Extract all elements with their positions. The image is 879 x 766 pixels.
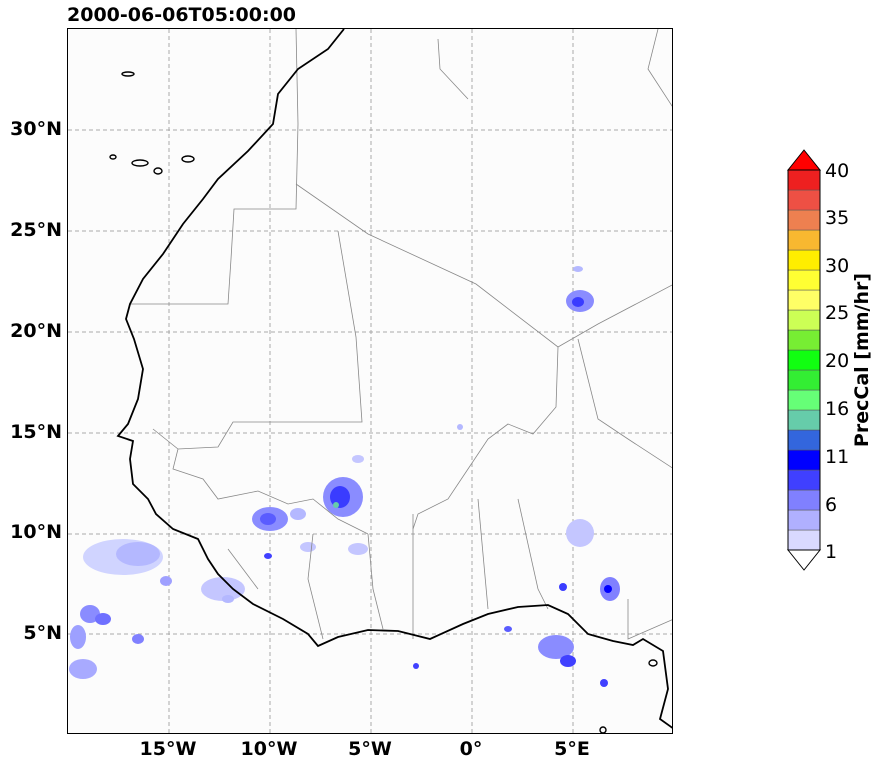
colorbar-band — [787, 209, 821, 231]
precipitation-areas — [69, 266, 620, 687]
colorbar-tick-label: 40 — [825, 160, 850, 182]
colorbar-band — [787, 429, 821, 451]
colorbar-title: PrecCal [mm/hr] — [851, 272, 873, 448]
lon-label-10w: 10°W — [240, 738, 298, 760]
colorbar-band — [787, 529, 821, 551]
precip-cell — [260, 513, 276, 525]
colorbar-tick-label: 35 — [825, 207, 850, 229]
precip-cell — [604, 585, 612, 593]
country-borders — [130, 29, 672, 640]
precip-cell — [95, 613, 111, 625]
precip-cell — [330, 486, 350, 508]
precip-cell — [222, 595, 234, 603]
precip-cell — [333, 502, 339, 508]
colorbar-band — [787, 389, 821, 411]
lat-label-5n: 5°N — [23, 622, 62, 644]
map-title: 2000-06-06T05:00:00 — [67, 4, 297, 26]
colorbar-band — [787, 269, 821, 291]
precip-cell — [572, 297, 584, 307]
precip-cell — [560, 655, 576, 667]
colorbar-band — [787, 489, 821, 511]
colorbar-tick-label: 6 — [825, 494, 838, 516]
lon-label-15w: 15°W — [139, 738, 197, 760]
map-canvas — [68, 29, 672, 733]
colorbar-band — [787, 229, 821, 251]
precip-cell — [80, 605, 100, 623]
precip-cell — [160, 576, 172, 586]
colorbar-band — [787, 249, 821, 271]
colorbar-tick-label: 11 — [825, 446, 850, 468]
colorbar-outline — [787, 169, 821, 551]
lon-label-5e: 5°E — [554, 738, 590, 760]
lat-label-25n: 25°N — [10, 219, 62, 241]
precip-cell — [566, 519, 594, 547]
colorbar-band — [787, 289, 821, 311]
colorbar-band — [787, 189, 821, 211]
precip-cell — [348, 543, 368, 555]
colorbar-tick-label: 20 — [825, 350, 850, 372]
lat-label-15n: 15°N — [10, 421, 62, 443]
colorbar-band — [787, 369, 821, 391]
precip-cell — [504, 626, 512, 632]
precip-cell — [559, 583, 567, 591]
colorbar-band — [787, 169, 821, 191]
colorbar-band — [787, 329, 821, 351]
precip-cell — [290, 508, 306, 520]
lat-label-30n: 30°N — [10, 118, 62, 140]
precip-cell — [69, 659, 97, 679]
lon-label-5w: 5°W — [348, 738, 392, 760]
precip-cell — [70, 625, 86, 649]
precipitation-map — [67, 28, 673, 734]
colorbar-tick-label: 16 — [825, 398, 850, 420]
precip-cell — [201, 577, 245, 601]
colorbar-band — [787, 349, 821, 371]
precip-cell — [600, 679, 608, 687]
colorbar-band — [787, 309, 821, 331]
gridlines — [68, 29, 672, 733]
coastline — [116, 29, 672, 729]
colorbar-extend-min — [786, 549, 822, 571]
colorbar-tick-label: 30 — [825, 255, 850, 277]
colorbar-extend-max — [786, 149, 822, 171]
colorbar-band — [787, 409, 821, 431]
lon-label-0: 0° — [459, 738, 483, 760]
colorbar-tick-label: 1 — [825, 541, 838, 563]
precip-cell — [264, 553, 272, 559]
precip-cell — [300, 542, 316, 552]
colorbar-band — [787, 469, 821, 491]
precip-cell — [457, 424, 463, 430]
islands — [109, 71, 658, 733]
colorbar — [786, 149, 822, 571]
precip-cell — [116, 542, 160, 566]
colorbar-band — [787, 509, 821, 531]
colorbar-tick-label: 25 — [825, 302, 850, 324]
lat-label-10n: 10°N — [10, 521, 62, 543]
lat-label-20n: 20°N — [10, 320, 62, 342]
precip-cell — [573, 266, 583, 272]
precip-cell — [352, 455, 364, 463]
colorbar-band — [787, 449, 821, 471]
precip-cell — [413, 663, 419, 669]
precip-cell — [132, 634, 144, 644]
precip-cell — [538, 635, 574, 659]
